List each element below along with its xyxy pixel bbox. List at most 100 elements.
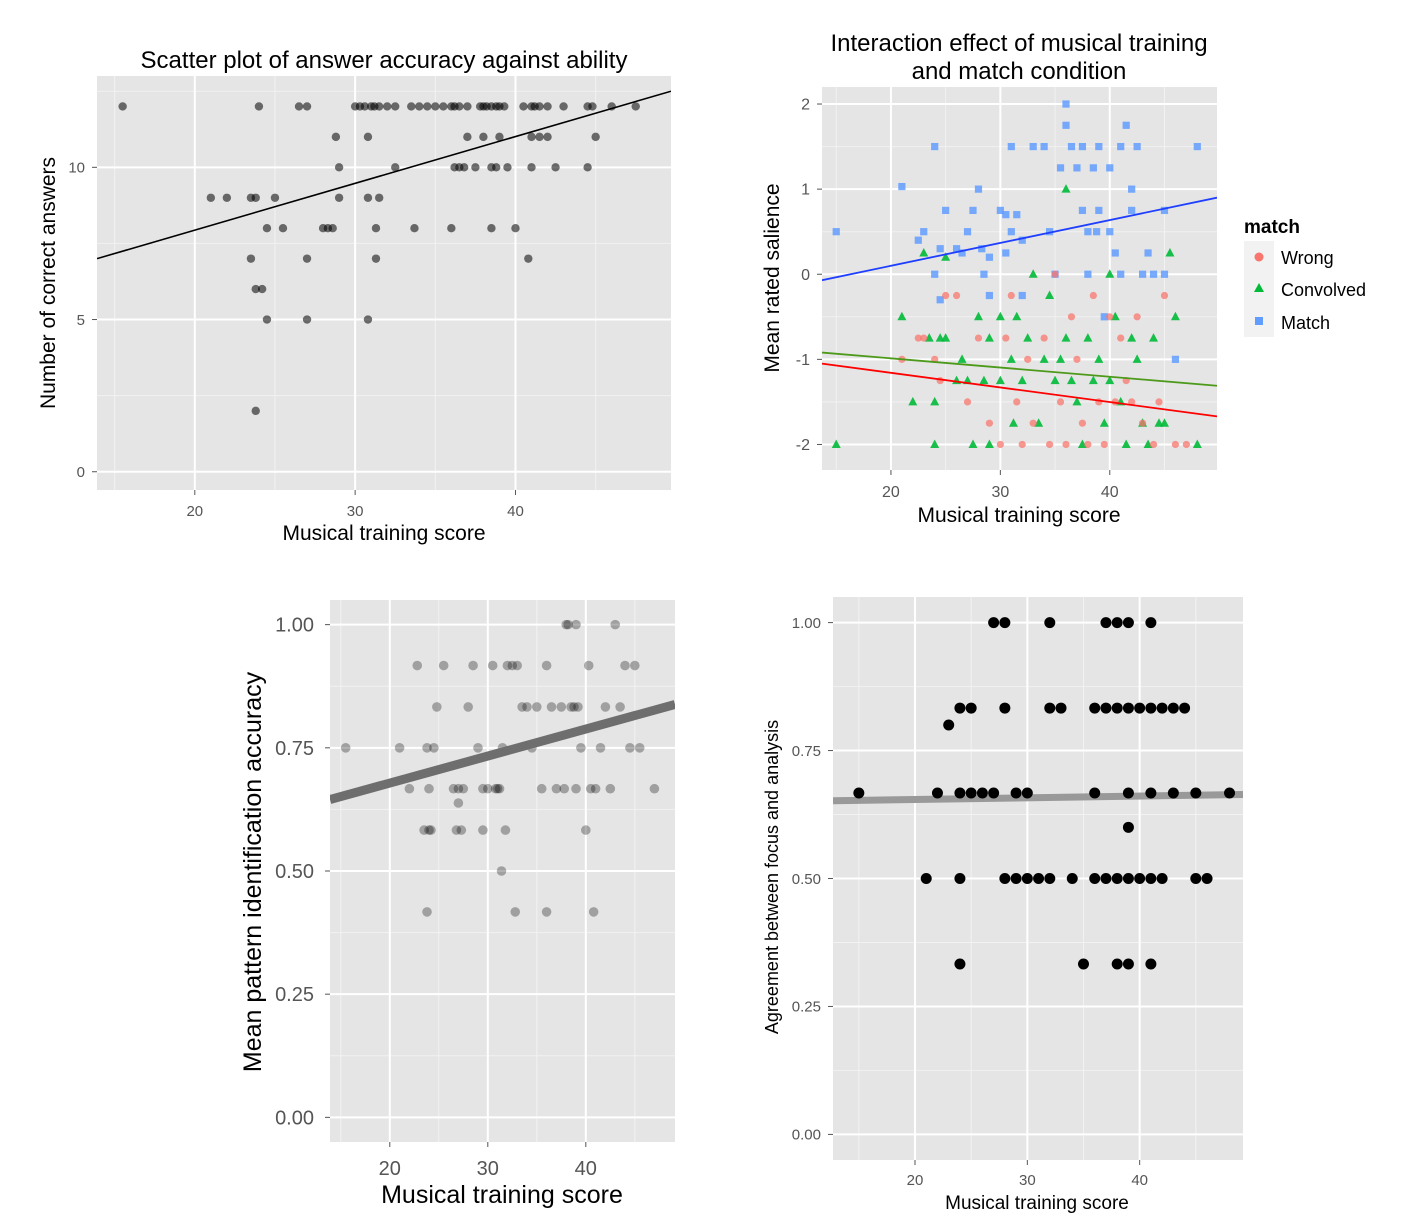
data-point xyxy=(1111,702,1123,714)
y-tick-label: 0.75 xyxy=(792,743,821,760)
match-point xyxy=(1138,270,1147,278)
chart-4: Musical training score Agreement between… xyxy=(762,597,1243,1214)
data-point xyxy=(541,907,552,917)
data-point xyxy=(1111,958,1123,970)
match-point xyxy=(1062,100,1070,108)
data-point xyxy=(546,702,557,712)
data-point xyxy=(999,617,1011,629)
match-point xyxy=(1007,228,1015,236)
data-point xyxy=(246,254,256,263)
data-point xyxy=(251,193,260,202)
convolved-point xyxy=(1045,290,1055,300)
convolved-point xyxy=(831,439,841,448)
y-tick-label: 0.75 xyxy=(275,738,314,760)
data-point xyxy=(583,660,594,671)
chart-2-x-axis-label: Musical training score xyxy=(917,504,1120,527)
convolved-point xyxy=(1170,311,1180,321)
y-tick-label: 1.00 xyxy=(275,615,314,637)
convolved-point xyxy=(1061,184,1071,193)
convolved-point xyxy=(908,396,918,406)
convolved-point xyxy=(984,333,994,342)
data-point xyxy=(363,132,373,142)
data-point xyxy=(1122,787,1134,799)
wrong-point xyxy=(1171,440,1180,449)
wrong-point xyxy=(1182,440,1190,449)
match-point xyxy=(936,245,944,253)
match-point xyxy=(1078,206,1087,215)
convolved-point xyxy=(973,311,983,321)
y-tick-label: 0.25 xyxy=(275,984,314,1006)
chart-2-title: Interaction effect of musical training xyxy=(830,30,1207,57)
data-point xyxy=(456,825,467,835)
wrong-point xyxy=(963,398,972,406)
convolved-point xyxy=(1132,354,1142,363)
chart-1-title: Scatter plot of answer accuracy against … xyxy=(141,47,628,74)
data-point xyxy=(512,660,523,671)
match-point xyxy=(1160,270,1169,278)
y-tick-label: 0.50 xyxy=(275,861,314,883)
convolved-point xyxy=(1165,247,1175,257)
x-tick-label: 30 xyxy=(347,503,364,520)
y-tick-label: -2 xyxy=(796,437,810,454)
data-point xyxy=(495,132,504,142)
data-point xyxy=(262,224,272,233)
data-point xyxy=(591,132,600,142)
data-point xyxy=(620,660,630,671)
data-point xyxy=(519,102,528,111)
match-point xyxy=(1040,142,1048,151)
match-point xyxy=(931,142,939,151)
data-point xyxy=(585,783,596,794)
wrong-point xyxy=(1128,398,1136,406)
data-point xyxy=(363,315,373,324)
chart-2-y-axis-label: Mean rated salience xyxy=(761,183,784,372)
data-point xyxy=(517,702,527,712)
data-point xyxy=(1224,787,1236,799)
convolved-point xyxy=(1006,354,1016,363)
convolved-point xyxy=(941,252,951,261)
data-point xyxy=(559,102,568,111)
data-point xyxy=(510,907,521,917)
match-point xyxy=(1018,291,1026,300)
data-point xyxy=(423,102,432,111)
chart-1-x-axis-label: Musical training score xyxy=(282,522,485,545)
x-tick-label: 20 xyxy=(882,484,900,501)
data-point xyxy=(459,163,469,172)
data-point xyxy=(561,619,572,630)
data-point xyxy=(631,102,640,111)
data-point xyxy=(1089,787,1101,799)
data-point xyxy=(503,163,512,172)
data-point xyxy=(507,660,518,671)
wrong-point xyxy=(1084,440,1092,449)
data-point xyxy=(569,702,579,712)
data-point xyxy=(1145,958,1157,970)
data-point xyxy=(1033,873,1045,884)
wrong-point xyxy=(1002,334,1010,342)
match-point xyxy=(1078,142,1087,151)
data-point xyxy=(371,224,381,233)
data-point xyxy=(630,660,640,671)
data-point xyxy=(1055,702,1067,714)
match-point xyxy=(1018,236,1026,244)
convolved-point xyxy=(1121,439,1131,448)
data-point xyxy=(1122,702,1134,714)
chart-1-plot-area: 20 30 40 0 5 10 xyxy=(68,76,671,520)
data-point xyxy=(954,787,966,799)
data-point xyxy=(1122,958,1134,970)
convolved-point xyxy=(1192,439,1202,448)
data-point xyxy=(1201,873,1213,884)
match-point xyxy=(1093,228,1101,236)
x-tick-label: 30 xyxy=(991,484,1009,501)
chart-3-y-axis-label: Mean pattern identification accuracy xyxy=(239,671,267,1072)
data-point xyxy=(451,825,462,835)
match-point xyxy=(1128,185,1136,193)
data-point xyxy=(1077,958,1089,970)
match-point xyxy=(1084,228,1092,236)
convolved-point xyxy=(1094,354,1104,363)
wrong-point xyxy=(1040,334,1048,342)
convolved-point xyxy=(941,333,951,342)
convolved-point xyxy=(1072,396,1082,406)
convolved-point xyxy=(1017,375,1027,385)
wrong-point xyxy=(1149,440,1158,449)
data-point xyxy=(206,193,216,202)
convolved-point xyxy=(930,396,940,406)
